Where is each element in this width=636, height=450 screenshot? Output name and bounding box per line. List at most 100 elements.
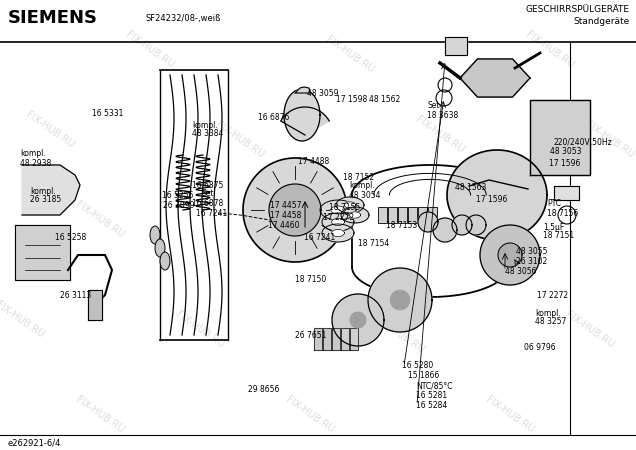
Polygon shape: [295, 87, 310, 93]
Polygon shape: [320, 200, 356, 220]
Text: FIX-HUB.RU: FIX-HUB.RU: [414, 115, 466, 155]
Text: 1,5µF: 1,5µF: [543, 222, 564, 231]
Text: 16 6876: 16 6876: [258, 113, 289, 122]
Text: FIX-HUB.RU: FIX-HUB.RU: [284, 395, 336, 435]
Polygon shape: [314, 328, 322, 350]
Text: 220/240V,50Hz: 220/240V,50Hz: [553, 138, 612, 147]
Bar: [428, 207, 437, 223]
Text: 18 7155: 18 7155: [329, 203, 360, 212]
Text: 48 2938: 48 2938: [20, 158, 52, 167]
Text: FIX-HUB.RU: FIX-HUB.RU: [214, 120, 266, 160]
Text: FIX-HUB.RU: FIX-HUB.RU: [284, 210, 336, 250]
Text: 17 1598: 17 1598: [336, 95, 367, 104]
Text: kompl.: kompl.: [20, 149, 46, 158]
Text: SIEMENS: SIEMENS: [8, 9, 98, 27]
Polygon shape: [466, 215, 486, 235]
Text: 17 2272: 17 2272: [323, 212, 354, 221]
Text: 16 6878: 16 6878: [192, 198, 223, 207]
Polygon shape: [368, 268, 432, 332]
Text: 16 5280: 16 5280: [402, 361, 433, 370]
Text: Set: Set: [202, 189, 214, 198]
Text: kompl.: kompl.: [349, 181, 375, 190]
Text: FIX-HUB.RU: FIX-HUB.RU: [374, 315, 426, 355]
Text: 26 7651: 26 7651: [295, 332, 326, 341]
Text: 16 7241: 16 7241: [304, 233, 335, 242]
Polygon shape: [433, 218, 457, 242]
Text: 48 3059: 48 3059: [307, 90, 338, 99]
Text: 16 5281: 16 5281: [416, 392, 447, 400]
Ellipse shape: [155, 239, 165, 257]
Polygon shape: [498, 243, 522, 267]
Polygon shape: [322, 213, 354, 231]
Text: 17 4488: 17 4488: [298, 158, 329, 166]
Text: 48 3257: 48 3257: [535, 318, 567, 327]
Text: FIX-HUB.RU: FIX-HUB.RU: [74, 395, 126, 435]
Polygon shape: [447, 150, 547, 240]
Polygon shape: [323, 328, 331, 350]
Polygon shape: [322, 224, 354, 242]
Text: FIX-HUB.RU: FIX-HUB.RU: [174, 310, 226, 350]
Text: FIX-HUB.RU: FIX-HUB.RU: [564, 310, 616, 350]
Text: kompl.: kompl.: [535, 309, 561, 318]
Text: FIX-HUB.RU: FIX-HUB.RU: [484, 395, 536, 435]
Text: 18 7152: 18 7152: [343, 172, 374, 181]
Text: 17 4460: 17 4460: [268, 220, 300, 230]
Text: 29 8656: 29 8656: [248, 386, 279, 395]
Text: Standgeräte: Standgeräte: [574, 18, 630, 27]
Text: 48 3054: 48 3054: [349, 190, 380, 199]
Text: 17 4458: 17 4458: [270, 211, 301, 220]
Bar: [418, 207, 427, 223]
Text: 16 6875: 16 6875: [192, 181, 223, 190]
Text: e262921-6/4: e262921-6/4: [8, 438, 62, 447]
Bar: [408, 207, 417, 223]
Polygon shape: [331, 230, 345, 237]
Text: FIX-HUB.RU: FIX-HUB.RU: [524, 30, 576, 70]
Polygon shape: [391, 290, 410, 310]
Polygon shape: [349, 212, 361, 218]
Text: 26 3185: 26 3185: [30, 195, 61, 204]
Text: 06 9796: 06 9796: [524, 343, 556, 352]
Polygon shape: [452, 215, 472, 235]
Text: 18 7153: 18 7153: [386, 221, 417, 230]
Text: 18 7156: 18 7156: [547, 208, 578, 217]
Text: 16 7241: 16 7241: [196, 208, 227, 217]
Text: 48 3053: 48 3053: [550, 148, 581, 157]
Polygon shape: [332, 294, 384, 346]
Polygon shape: [418, 212, 438, 232]
Text: kompl.: kompl.: [192, 121, 218, 130]
Text: 15 1866: 15 1866: [408, 372, 439, 381]
Text: 26 3099: 26 3099: [163, 201, 195, 210]
Polygon shape: [341, 207, 369, 223]
Ellipse shape: [160, 252, 170, 270]
Polygon shape: [88, 290, 102, 320]
Text: FIX-HUB.RU: FIX-HUB.RU: [584, 120, 636, 160]
Text: FIX-HUB.RU: FIX-HUB.RU: [324, 35, 376, 75]
Text: 26 3113: 26 3113: [60, 291, 91, 300]
Text: 18 7154: 18 7154: [358, 239, 389, 248]
Text: PTC: PTC: [547, 198, 561, 207]
Text: 48 3384: 48 3384: [192, 130, 223, 139]
Polygon shape: [280, 107, 329, 135]
Text: 18 7150: 18 7150: [295, 275, 326, 284]
Text: FIX-HUB.RU: FIX-HUB.RU: [0, 300, 46, 340]
Text: 26 3102: 26 3102: [516, 257, 547, 266]
Polygon shape: [341, 328, 349, 350]
Text: 17 2272: 17 2272: [537, 291, 568, 300]
Text: 48 1562: 48 1562: [369, 95, 400, 104]
Polygon shape: [480, 225, 540, 285]
Polygon shape: [445, 37, 467, 55]
Text: 16 5258: 16 5258: [55, 234, 86, 243]
Text: 16 5331: 16 5331: [92, 108, 123, 117]
Text: 48 3055: 48 3055: [516, 248, 548, 256]
Polygon shape: [554, 186, 579, 200]
Text: SF24232/08-,weiß: SF24232/08-,weiß: [145, 14, 221, 22]
Text: 48 3056: 48 3056: [505, 266, 537, 275]
Text: 17 1596: 17 1596: [549, 158, 581, 167]
Bar: [378, 207, 387, 223]
Polygon shape: [336, 197, 364, 213]
Polygon shape: [243, 158, 347, 262]
Text: FIX-HUB.RU: FIX-HUB.RU: [24, 110, 76, 150]
Polygon shape: [350, 328, 358, 350]
Text: FIX-HUB.RU: FIX-HUB.RU: [74, 200, 126, 240]
Polygon shape: [530, 100, 590, 175]
